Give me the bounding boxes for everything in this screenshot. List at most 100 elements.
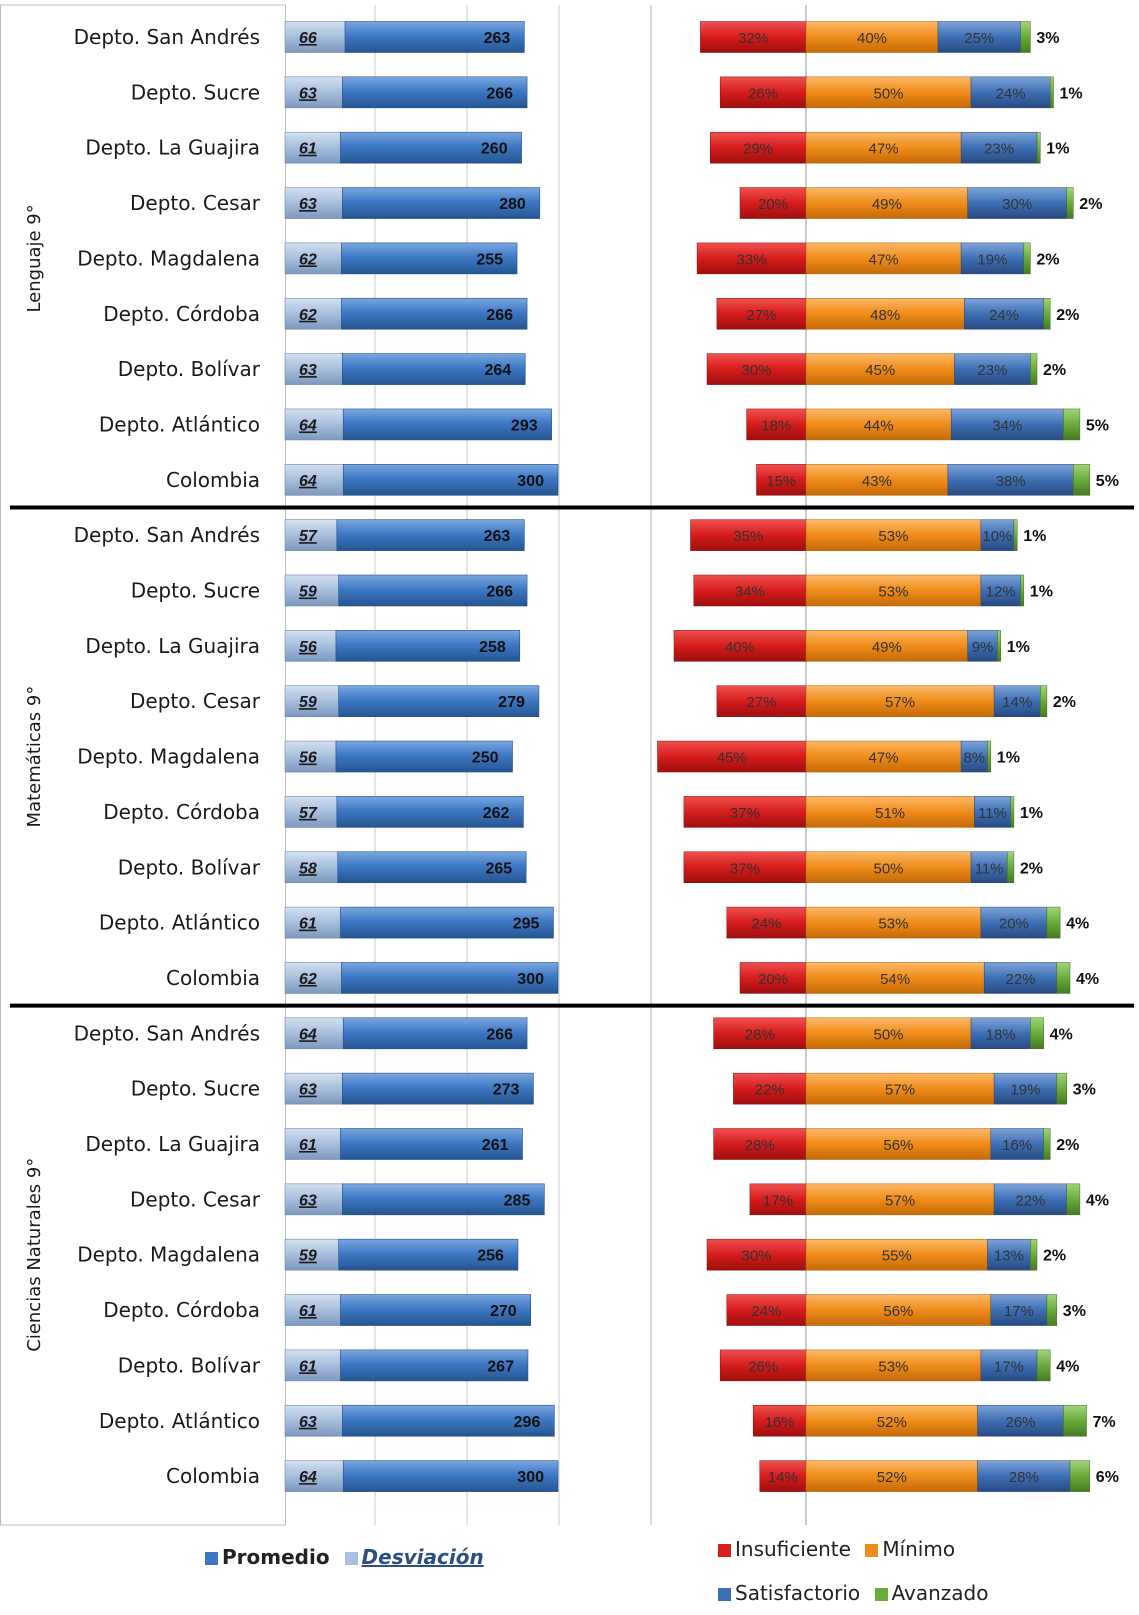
legend-label-avanzado: Avanzado bbox=[891, 1581, 989, 1605]
insuficiente-label: 28% bbox=[745, 1137, 775, 1154]
insuficiente-label: 34% bbox=[735, 584, 765, 601]
promedio-bar bbox=[340, 1128, 523, 1160]
minimo-label: 57% bbox=[885, 1192, 915, 1209]
insuficiente-label: 24% bbox=[751, 916, 781, 933]
minimo-bar bbox=[805, 1017, 972, 1050]
promedio-label: 273 bbox=[493, 1082, 520, 1099]
satisfactorio-label: 24% bbox=[996, 85, 1026, 102]
row-label: Depto. La Guajira bbox=[85, 1132, 260, 1156]
minimo-label: 53% bbox=[878, 1358, 908, 1375]
avanzado-bar bbox=[1023, 242, 1031, 275]
promedio-label: 280 bbox=[499, 196, 526, 213]
promedio-label: 279 bbox=[498, 694, 525, 711]
satisfactorio-bar bbox=[970, 76, 1051, 109]
desviacion-label: 61 bbox=[299, 916, 317, 933]
row-label: Colombia bbox=[166, 966, 260, 990]
satisfactorio-bar bbox=[970, 1017, 1031, 1050]
legend-swatch-desviacion bbox=[344, 1552, 358, 1565]
insuficiente-bar bbox=[683, 851, 807, 883]
desviacion-bar bbox=[284, 685, 339, 718]
insuficiente-bar bbox=[683, 796, 807, 828]
insuficiente-bar bbox=[719, 76, 807, 109]
desviacion-bar bbox=[284, 21, 346, 53]
desviacion-bar bbox=[284, 519, 338, 551]
promedio-bar bbox=[340, 1349, 529, 1382]
minimo-label: 55% bbox=[882, 1248, 912, 1265]
avanzado-label: 1% bbox=[1060, 85, 1083, 102]
promedio-bar bbox=[341, 962, 559, 994]
promedio-label: 266 bbox=[486, 85, 513, 102]
promedio-bar bbox=[342, 1017, 528, 1050]
avanzado-label: 3% bbox=[1063, 1303, 1086, 1320]
promedio-label: 267 bbox=[487, 1358, 514, 1375]
group-label: Matemáticas 9° bbox=[24, 686, 45, 828]
avanzado-label: 5% bbox=[1096, 473, 1119, 490]
insuficiente-label: 14% bbox=[768, 1469, 798, 1486]
satisfactorio-label: 16% bbox=[1002, 1137, 1032, 1154]
minimo-label: 54% bbox=[880, 971, 910, 988]
insuficiente-label: 26% bbox=[748, 1358, 778, 1375]
insuficiente-bar bbox=[673, 630, 807, 662]
promedio-bar bbox=[338, 685, 540, 718]
promedio-bar bbox=[342, 187, 541, 219]
promedio-bar bbox=[340, 906, 554, 939]
legend-swatch-minimo bbox=[865, 1544, 879, 1557]
insuficiente-bar bbox=[733, 1072, 807, 1105]
promedio-label: 263 bbox=[484, 30, 511, 47]
promedio-bar bbox=[340, 131, 522, 164]
legend-label-promedio: Promedio bbox=[222, 1545, 330, 1569]
satisfactorio-label: 23% bbox=[984, 141, 1014, 158]
insuficiente-bar bbox=[657, 740, 807, 773]
avanzado-bar bbox=[1056, 1072, 1067, 1105]
row-label: Depto. Cesar bbox=[130, 689, 261, 713]
avanzado-label: 7% bbox=[1093, 1414, 1116, 1431]
desviacion-label: 61 bbox=[299, 1303, 317, 1320]
minimo-bar bbox=[805, 187, 968, 219]
satisfactorio-label: 9% bbox=[972, 639, 994, 656]
minimo-bar bbox=[805, 1128, 992, 1160]
insuficiente-label: 29% bbox=[743, 141, 773, 158]
satisfactorio-label: 26% bbox=[1005, 1414, 1035, 1431]
minimo-bar bbox=[805, 1460, 978, 1492]
legend-label-satisfactorio: Satisfactorio bbox=[735, 1581, 861, 1605]
minimo-bar bbox=[805, 906, 982, 939]
minimo-bar bbox=[805, 464, 949, 496]
minimo-label: 44% bbox=[864, 417, 894, 434]
legend-label-insuficiente: Insuficiente bbox=[735, 1537, 851, 1561]
promedio-label: 262 bbox=[483, 805, 510, 822]
satisfactorio-bar bbox=[950, 408, 1064, 441]
minimo-bar bbox=[805, 1349, 982, 1382]
row-label: Depto. Cesar bbox=[130, 1187, 261, 1211]
avanzado-bar bbox=[1013, 519, 1018, 551]
satisfactorio-bar bbox=[980, 1349, 1038, 1382]
minimo-bar bbox=[805, 630, 968, 662]
insuficiente-bar bbox=[713, 1128, 807, 1160]
insuficiente-bar bbox=[716, 298, 807, 330]
satisfactorio-label: 22% bbox=[1015, 1192, 1045, 1209]
insuficiente-bar bbox=[719, 1349, 807, 1382]
insuficiente-label: 28% bbox=[745, 1026, 775, 1043]
promedio-bar bbox=[335, 630, 521, 662]
promedio-bar bbox=[342, 353, 526, 385]
avanzado-bar bbox=[1046, 906, 1061, 939]
desviacion-label: 64 bbox=[299, 1026, 317, 1043]
group-label: Lenguaje 9° bbox=[24, 204, 45, 312]
promedio-label: 255 bbox=[476, 251, 503, 268]
avanzado-bar bbox=[1036, 131, 1041, 164]
promedio-label: 264 bbox=[485, 362, 512, 379]
promedio-label: 296 bbox=[514, 1414, 541, 1431]
desviacion-label: 63 bbox=[299, 1082, 317, 1099]
satisfactorio-bar bbox=[993, 1072, 1058, 1105]
satisfactorio-bar bbox=[977, 1460, 1071, 1492]
group-label: Ciencias Naturales 9° bbox=[24, 1158, 45, 1352]
insuficiente-label: 30% bbox=[741, 1248, 771, 1265]
insuficiente-label: 37% bbox=[730, 805, 760, 822]
satisfactorio-bar bbox=[987, 1238, 1031, 1271]
row-label: Depto. Córdoba bbox=[103, 800, 260, 824]
satisfactorio-bar bbox=[990, 1294, 1048, 1326]
promedio-bar bbox=[338, 574, 528, 607]
row-label: Depto. Atlántico bbox=[99, 1409, 260, 1433]
promedio-bar bbox=[341, 297, 528, 330]
satisfactorio-bar bbox=[983, 962, 1058, 994]
minimo-label: 45% bbox=[865, 362, 895, 379]
